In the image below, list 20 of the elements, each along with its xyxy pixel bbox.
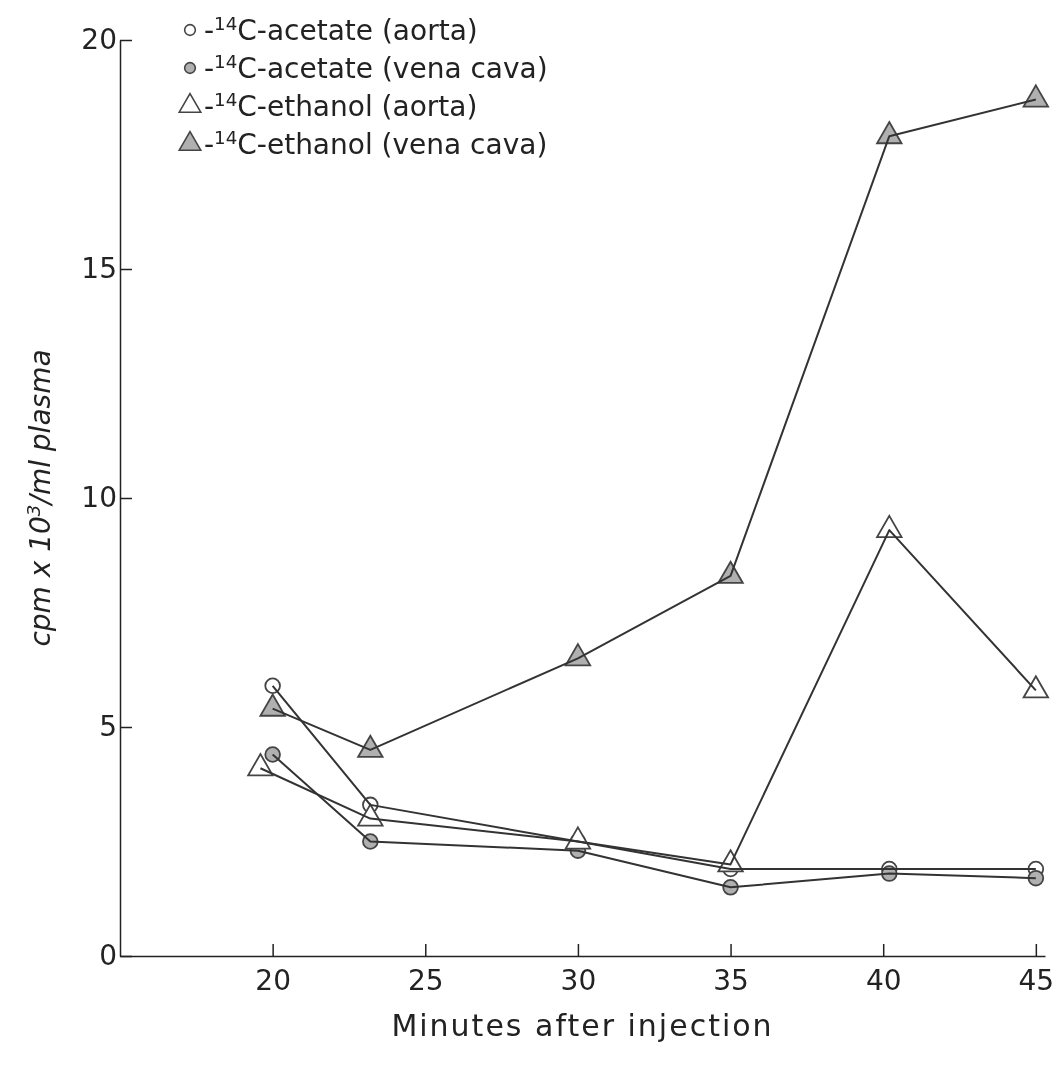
point (264, 746, 281, 763)
x-tick-label: 35 (713, 963, 749, 997)
x-tick-label: 45 (1018, 963, 1055, 997)
x-tick-label: 25 (407, 963, 444, 997)
point (1027, 869, 1045, 887)
legend-label: -$^{14}$C-ethanol (vena cava) (204, 126, 548, 161)
x-tick-label: 20 (255, 963, 291, 997)
point (264, 677, 281, 695)
x-tick-label: 40 (865, 963, 902, 997)
legend-label: -$^{14}$C-ethanol (aorta) (204, 88, 478, 123)
legend-label: -$^{14}$C-acetate (vena cava) (204, 50, 548, 85)
y-tick-label: 15 (81, 252, 117, 286)
y-tick-label: 20 (81, 23, 117, 57)
legend-label: -$^{14}$C-acetate (aorta) (204, 12, 478, 47)
y-tick-label: 0 (99, 939, 117, 973)
x-tick-label: 30 (560, 963, 597, 997)
x-axis-title: Minutes after injection (391, 1008, 774, 1043)
point (1022, 84, 1049, 108)
y-tick-label: 5 (99, 710, 117, 744)
y-tick-label: 10 (81, 481, 117, 515)
